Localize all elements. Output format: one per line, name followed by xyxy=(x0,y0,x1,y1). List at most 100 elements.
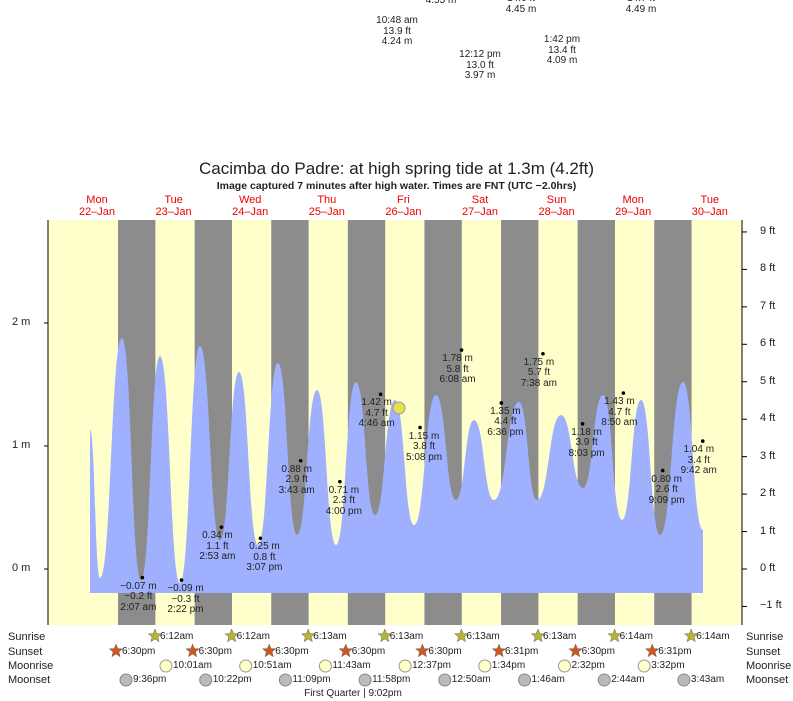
row-label-sunset-right: Sunset xyxy=(746,646,781,658)
moonrise-icon xyxy=(239,659,253,673)
row-label-sunrise-right: Sunrise xyxy=(746,631,784,643)
extreme-label-m: 0.80 m xyxy=(651,473,682,485)
overflow-label: 12:12 pm xyxy=(459,49,501,60)
sunrise-icon xyxy=(683,628,699,643)
y-tick-label-ft: −1 ft xyxy=(760,599,782,612)
extreme-point xyxy=(580,422,585,426)
extreme-label-time: 9:09 pm xyxy=(648,494,685,506)
y-tick-label-m: 2 m xyxy=(12,316,31,328)
sunset-time: 6:30pm xyxy=(198,646,232,657)
y-tick-label-ft: 3 ft xyxy=(760,449,776,462)
day-name: Mon xyxy=(622,194,644,206)
extreme-point xyxy=(258,536,263,541)
day-date: 28–Jan xyxy=(538,206,575,218)
extreme-label-ft: 2.6 ft xyxy=(655,484,678,496)
row-label-moonrise-right: Moonrise xyxy=(746,660,792,672)
sunset-time: 6:30pm xyxy=(275,646,309,657)
moonrise-icon xyxy=(637,659,651,673)
extreme-label-m: 1.35 m xyxy=(490,405,521,417)
extreme-point xyxy=(298,458,303,463)
extreme-label-time: 3:43 am xyxy=(278,484,315,496)
row-label-moonrise: Moonrise xyxy=(8,660,54,672)
overflow-label: 13.9 ft xyxy=(383,25,411,37)
overflow-label: 4.49 m xyxy=(625,3,657,15)
moonset-icon xyxy=(597,673,611,687)
y-tick-label-ft: 9 ft xyxy=(760,224,776,237)
moonset-icon xyxy=(119,673,133,687)
y-tick-label-ft: 2 ft xyxy=(760,487,776,500)
tide-area xyxy=(90,338,703,593)
row-label-moonset-right: Moonset xyxy=(746,674,789,686)
sunset-icon xyxy=(644,643,660,658)
extreme-label-m: −0.09 m xyxy=(167,583,204,595)
extreme-label-time: 2:22 pm xyxy=(167,604,204,616)
extreme-label-ft: 2.9 ft xyxy=(285,474,308,486)
moonset-time: 10:22pm xyxy=(212,674,252,685)
extreme-label-ft: 3.9 ft xyxy=(575,437,598,449)
extreme-label-m: 1.75 m xyxy=(523,356,555,368)
moon-phase: First Quarter | 9:02pm xyxy=(304,688,402,699)
extreme-label-ft: 3.8 ft xyxy=(412,441,436,453)
moonrise-icon xyxy=(558,659,571,673)
sunset-icon xyxy=(338,643,354,658)
overflow-label: 10:48 am xyxy=(376,15,418,26)
sunset-icon xyxy=(491,643,507,658)
extreme-point xyxy=(541,351,545,356)
extreme-point xyxy=(140,575,145,580)
extreme-point xyxy=(179,578,184,582)
moonset-icon xyxy=(518,673,531,687)
day-name: Tue xyxy=(700,194,720,206)
y-tick-label-ft: 0 ft xyxy=(760,562,776,574)
day-date: 30–Jan xyxy=(691,206,728,218)
extreme-label-ft: 5.8 ft xyxy=(446,363,469,375)
sunset-icon xyxy=(108,643,124,658)
extreme-label-m: 1.15 m xyxy=(408,430,440,442)
sunset-icon xyxy=(568,643,583,658)
moonrise-time: 1:34pm xyxy=(491,660,526,671)
overflow-label: 14.7 ft xyxy=(627,0,655,4)
extreme-label-m: 0.25 m xyxy=(249,541,280,553)
overflow-label: 1:42 pm xyxy=(543,34,581,45)
day-date: 25–Jan xyxy=(308,206,345,218)
sunrise-time: 6:12am xyxy=(236,631,270,642)
chart-subtitle: Image captured 7 minutes after high wate… xyxy=(216,180,577,192)
row-label-sunset: Sunset xyxy=(8,646,43,658)
moonset-time: 11:58pm xyxy=(372,674,411,685)
moonset-time: 2:44am xyxy=(611,674,645,685)
y-tick-label-ft: 1 ft xyxy=(760,524,776,537)
sunset-icon xyxy=(185,643,200,658)
extreme-label-ft: 0.8 ft xyxy=(253,551,276,563)
extreme-point xyxy=(499,401,504,405)
row-label-moonset: Moonset xyxy=(8,674,51,686)
extreme-point xyxy=(621,391,626,395)
y-tick-label-m: 0 m xyxy=(12,562,31,574)
extreme-point xyxy=(459,348,464,352)
y-tick-label-ft: 5 ft xyxy=(760,374,776,387)
sunrise-time: 6:13am xyxy=(543,631,577,642)
sunset-time: 6:31pm xyxy=(658,646,692,657)
moonrise-icon xyxy=(398,659,412,673)
overflow-label: 4.55 m xyxy=(425,0,457,6)
extreme-label-ft: 2.3 ft xyxy=(332,495,355,507)
extreme-label-ft: 4.4 ft xyxy=(494,416,517,428)
sunrise-icon xyxy=(377,628,393,643)
extreme-point xyxy=(660,468,665,473)
extreme-label-time: 6:36 pm xyxy=(487,426,524,438)
extreme-label-ft: 1.1 ft xyxy=(206,540,229,552)
extreme-label-time: 6:08 am xyxy=(439,374,476,386)
sunset-time: 6:30pm xyxy=(428,646,462,657)
day-name: Sun xyxy=(546,194,567,206)
y-tick-label-m: 1 m xyxy=(12,439,31,451)
moonrise-time: 12:37pm xyxy=(412,660,452,671)
sunrise-time: 6:14am xyxy=(696,631,730,642)
extreme-point xyxy=(418,425,422,430)
sunset-icon xyxy=(261,643,277,658)
day-date: 29–Jan xyxy=(615,206,652,218)
extreme-label-m: 1.43 m xyxy=(604,396,635,408)
extreme-label-ft: 4.7 ft xyxy=(608,406,631,418)
y-tick-label-ft: 8 ft xyxy=(760,262,776,275)
moonrise-icon xyxy=(159,659,173,673)
day-name: Thu xyxy=(317,194,337,206)
extreme-label-time: 4:46 am xyxy=(358,418,395,430)
sunset-time: 6:30pm xyxy=(581,646,615,657)
